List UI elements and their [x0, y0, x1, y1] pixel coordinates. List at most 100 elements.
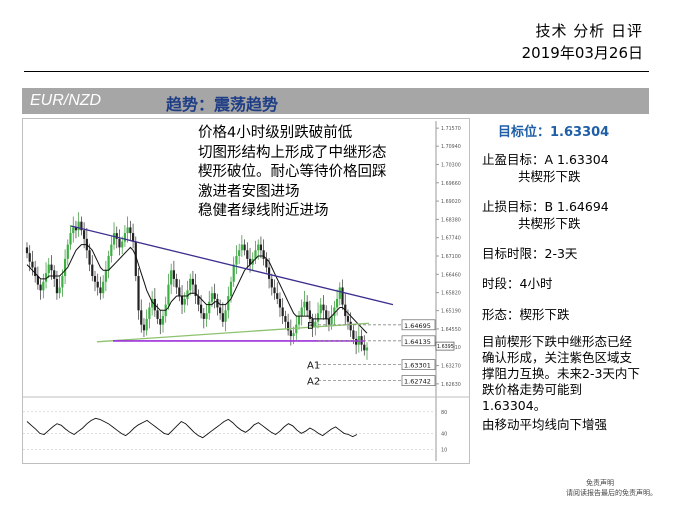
chart-canvas: 1.71570 1.70940 1.70300 1.69660 1.69020 1.683…	[23, 121, 469, 461]
candle	[172, 270, 175, 279]
price-level-value: 1.64695	[404, 322, 431, 330]
candle	[265, 258, 268, 268]
chart-annotation: 价格4小时级别跌破前低 切图形结构上形成了中继形态 楔形破位。耐心等待价格回踩 …	[198, 124, 387, 222]
candle	[77, 221, 80, 231]
candle	[235, 256, 238, 265]
candle	[210, 293, 214, 302]
candle	[104, 270, 107, 282]
price-level-box	[401, 359, 436, 371]
chart-note-line: 楔形破位。耐心等待价格回踩	[198, 164, 387, 180]
candle	[34, 267, 37, 277]
candle	[216, 298, 219, 308]
price-level-value: 1.64135	[404, 338, 431, 346]
candle	[248, 258, 252, 265]
candle	[284, 316, 287, 322]
candle	[254, 250, 257, 259]
candle	[355, 338, 358, 345]
candle	[319, 304, 322, 314]
chart-note-line: 激进者安图进场	[198, 183, 300, 200]
candle	[273, 287, 276, 294]
candle	[121, 241, 124, 248]
candle	[295, 324, 298, 334]
candle	[276, 293, 279, 299]
candle	[349, 321, 352, 331]
candle	[159, 318, 162, 325]
currency-pair: EUR/NZD	[30, 92, 102, 109]
price-level-name: B	[307, 321, 314, 332]
candle	[161, 316, 165, 325]
candle	[281, 307, 284, 317]
candle	[322, 304, 325, 311]
candle	[170, 270, 173, 285]
candle	[335, 298, 339, 308]
candle	[39, 284, 42, 291]
candle	[224, 310, 227, 322]
stop-loss-note: 共楔形下跌	[518, 216, 581, 231]
candle	[330, 316, 333, 325]
candle	[72, 227, 75, 234]
candle	[311, 318, 314, 328]
oscillator-line	[26, 417, 358, 439]
price-level-box	[401, 375, 436, 386]
candle	[137, 276, 140, 311]
y-tick-label: 1.62630	[441, 382, 461, 388]
report-date: 2019年03月26日	[521, 44, 643, 62]
trendline-upper	[70, 225, 394, 306]
candle	[151, 298, 154, 308]
candle	[325, 310, 328, 319]
candle	[25, 247, 29, 254]
candle	[129, 227, 132, 234]
candle	[186, 290, 189, 299]
candle	[278, 298, 282, 308]
trend-label: 趋势：震荡趋势	[166, 95, 279, 114]
trendline-lower	[96, 322, 370, 343]
candle	[145, 318, 148, 331]
candle	[36, 276, 39, 285]
candle	[183, 298, 186, 305]
candle	[213, 293, 216, 299]
candle	[306, 301, 309, 311]
candle	[365, 347, 369, 351]
candle	[227, 296, 230, 311]
candle	[300, 307, 303, 317]
candle	[194, 284, 197, 297]
candle	[80, 221, 83, 231]
title-banner: EUR/NZD 趋势：震荡趋势	[22, 88, 649, 114]
y-tick-label: 1.65190	[441, 309, 461, 315]
oscillator-tick-label: 10	[441, 448, 447, 454]
candle	[221, 313, 224, 322]
candle	[134, 241, 137, 277]
candle	[341, 287, 344, 305]
candle	[44, 273, 48, 282]
candle	[167, 284, 170, 305]
chart-note-line: 价格4小时级别跌破前低	[198, 125, 353, 141]
candle	[31, 261, 34, 268]
candle	[123, 233, 127, 242]
stop-loss-target: 止损目标：B 1.64694	[482, 199, 609, 214]
y-tick-label: 1.67740	[441, 236, 461, 242]
candle	[287, 321, 290, 331]
y-tick-label: 1.63270	[441, 364, 461, 370]
candle	[112, 233, 116, 245]
candle	[238, 250, 241, 256]
candle	[346, 316, 350, 322]
oscillator-tick-label: 80	[441, 410, 447, 416]
candle	[189, 278, 192, 291]
candle	[191, 278, 195, 285]
candle	[156, 310, 159, 319]
target-level: 目标位：1.63304	[498, 125, 610, 140]
price-level-value: 1.62742	[404, 378, 431, 386]
y-tick-label: 1.70940	[441, 144, 461, 150]
candle	[148, 307, 151, 319]
candle	[91, 264, 94, 277]
candle	[96, 281, 99, 288]
chart-note-line: 切图形结构上形成了中继形态	[198, 144, 387, 161]
candle	[175, 278, 178, 288]
price-level-name: A1	[307, 361, 320, 372]
take-profit-target: 止盈目标：A 1.63304	[482, 152, 609, 167]
price-level-box	[401, 335, 436, 347]
disclaimer-text: 请阅读报告最后的免责声明。	[566, 489, 657, 497]
candle	[289, 330, 292, 337]
candle	[178, 287, 181, 297]
y-tick-label: 1.64550	[441, 327, 461, 333]
